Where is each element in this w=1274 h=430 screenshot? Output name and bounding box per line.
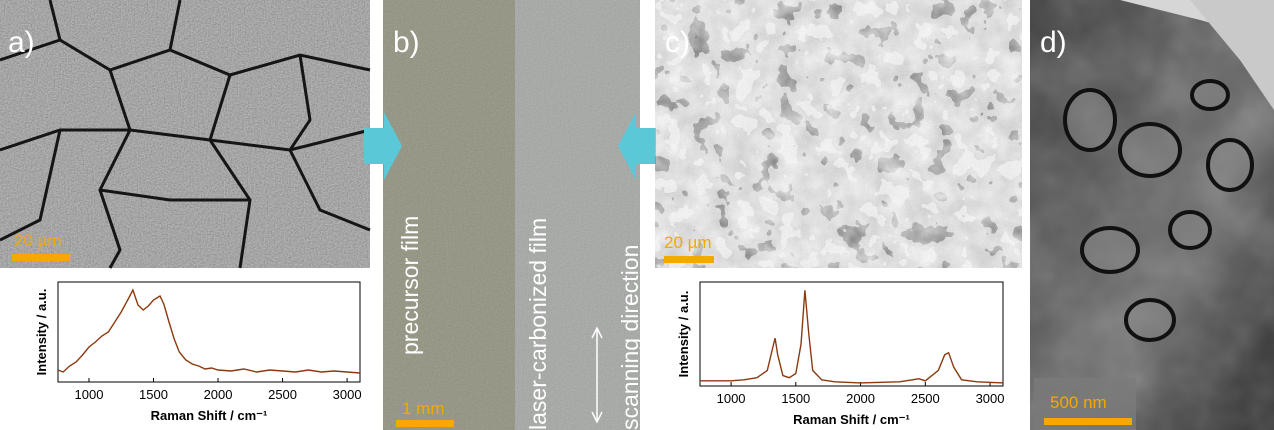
film-label: laser-carbonized film	[525, 218, 551, 430]
scale-bar	[12, 254, 70, 261]
scale-bar	[396, 420, 454, 427]
scale-bar-label: 20 µm	[664, 233, 712, 252]
x-tick-label: 3000	[333, 387, 362, 402]
x-tick-label: 2000	[204, 387, 233, 402]
plot-frame	[58, 282, 360, 382]
plot-frame	[700, 282, 1003, 386]
body: a) 20 µm b) precursor film laser-carboni…	[0, 0, 1274, 430]
film-label: precursor film	[397, 216, 423, 355]
x-tick-label: 2000	[846, 391, 875, 406]
panel-a-image	[0, 0, 370, 268]
x-tick-label: 3000	[976, 391, 1005, 406]
panel-label: b)	[393, 26, 420, 59]
panel-label: c)	[665, 26, 690, 59]
y-axis-label: Intensity / a.u.	[34, 289, 49, 376]
direction-label: scanning direction	[617, 245, 643, 430]
x-tick-label: 1000	[75, 387, 104, 402]
scale-bar-label: 1 mm	[402, 399, 445, 418]
spectrum-line	[58, 290, 360, 373]
x-tick-label: 1500	[781, 391, 810, 406]
panel-d-image	[1030, 0, 1274, 430]
spectrum-line	[700, 290, 1003, 383]
x-axis-label: Raman Shift / cm⁻¹	[793, 412, 910, 427]
y-axis-label: Intensity / a.u.	[676, 291, 691, 378]
page: Figure {"panels": [ {"label": "a)", "sca…	[0, 0, 1274, 430]
x-tick-label: 1000	[717, 391, 746, 406]
panel-label: d)	[1040, 26, 1067, 59]
panel-c-image	[655, 0, 1022, 268]
scale-bar-label: 20 µm	[14, 231, 62, 250]
x-tick-label: 2500	[268, 387, 297, 402]
x-tick-label: 1500	[139, 387, 168, 402]
scale-bar	[1044, 418, 1132, 425]
x-axis-label: Raman Shift / cm⁻¹	[151, 408, 268, 423]
scale-bar	[664, 256, 714, 263]
panel-label: a)	[8, 26, 35, 59]
x-tick-label: 2500	[911, 391, 940, 406]
scale-bar-label: 500 nm	[1050, 393, 1107, 412]
panel-b-image	[383, 0, 640, 430]
figure: a) 20 µm b) precursor film laser-carboni…	[0, 0, 1274, 430]
